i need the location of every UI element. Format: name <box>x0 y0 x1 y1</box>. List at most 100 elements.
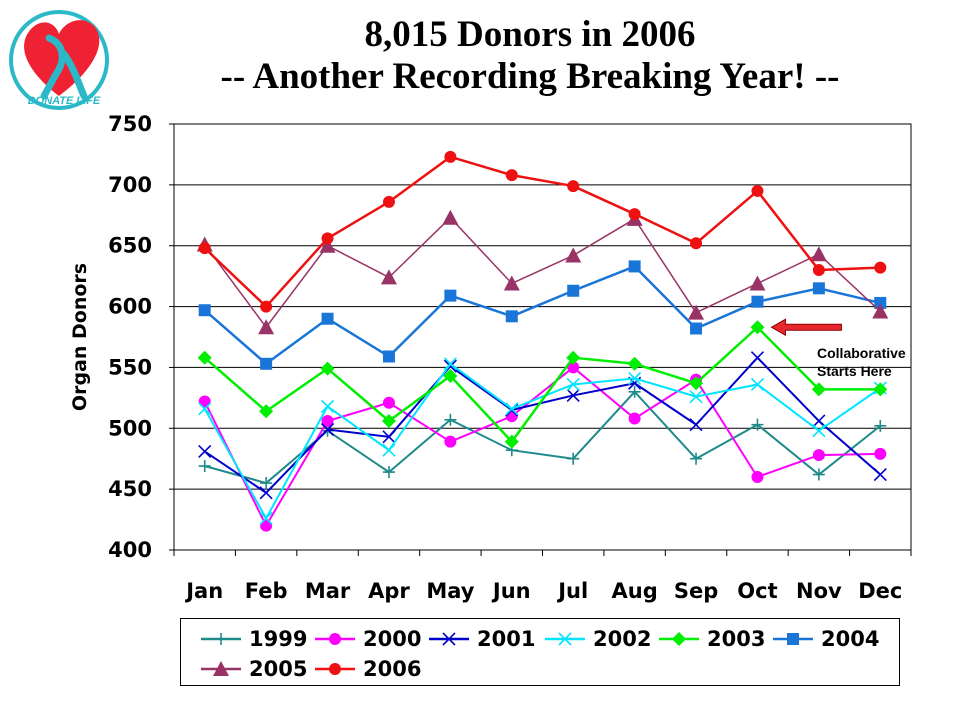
data-point <box>566 388 580 402</box>
y-tick-label: 750 <box>108 112 152 136</box>
data-point <box>198 444 212 458</box>
data-point <box>382 396 395 409</box>
data-point <box>444 435 457 448</box>
y-tick-label: 650 <box>108 234 152 258</box>
data-point <box>259 511 273 525</box>
legend-swatch <box>659 632 699 646</box>
data-point <box>628 385 641 398</box>
annotation-line-2: Starts Here <box>817 363 892 379</box>
data-point <box>382 466 395 479</box>
data-point <box>321 414 334 427</box>
data-point <box>812 449 825 462</box>
series-line <box>203 366 881 527</box>
legend-item-2006: 2006 <box>313 655 421 683</box>
data-point <box>444 413 457 426</box>
legend-label: 2002 <box>593 627 652 651</box>
legend-item-2004: 2004 <box>771 625 879 653</box>
data-point <box>505 169 518 182</box>
data-point <box>690 452 703 465</box>
series-line <box>204 356 881 494</box>
data-point <box>750 377 765 392</box>
data-point <box>812 264 825 277</box>
legend-item-2003: 2003 <box>657 625 765 653</box>
data-point <box>874 261 887 274</box>
x-tick-label: Jan <box>184 579 223 603</box>
data-point <box>442 209 459 225</box>
data-point <box>382 350 395 363</box>
donate-life-logo: DONATE LIFE <box>9 10 109 110</box>
data-point <box>198 460 211 473</box>
y-tick-label: 400 <box>108 538 152 562</box>
data-point <box>443 357 457 371</box>
data-point <box>198 402 212 416</box>
data-point <box>382 430 396 444</box>
data-point <box>505 310 518 323</box>
legend-label: 2003 <box>707 627 766 651</box>
data-point <box>198 395 211 408</box>
data-point <box>628 412 641 425</box>
data-point <box>197 350 212 365</box>
chart-title: 8,015 Donors in 2006 -- Another Recordin… <box>150 14 910 98</box>
legend-swatch <box>429 632 469 646</box>
series-2005 <box>196 209 889 335</box>
data-point <box>812 414 826 428</box>
data-point <box>381 413 396 428</box>
data-point <box>567 284 580 297</box>
data-point <box>751 418 764 431</box>
data-point <box>689 418 703 432</box>
data-point <box>566 377 580 392</box>
x-tick-label: Dec <box>858 579 902 603</box>
data-point <box>320 399 335 413</box>
collaborative-annotation: Collaborative Starts Here <box>817 344 906 380</box>
data-point <box>259 486 273 500</box>
data-point <box>320 361 335 376</box>
series-layer <box>196 150 889 532</box>
data-point <box>260 519 273 532</box>
data-point <box>628 371 642 385</box>
data-point <box>873 382 888 397</box>
data-point <box>504 434 519 449</box>
data-point <box>812 468 825 481</box>
data-point <box>688 304 705 320</box>
data-point <box>444 150 457 163</box>
data-point <box>689 376 704 391</box>
legend-item-2005: 2005 <box>199 655 307 683</box>
annotation-layer <box>770 318 842 337</box>
annotation-arrow <box>770 318 842 337</box>
series-2006 <box>198 150 887 313</box>
x-tick-label: May <box>426 579 474 603</box>
y-axis-label: Organ Donors <box>69 263 91 411</box>
data-point <box>873 467 887 482</box>
legend-swatch <box>545 632 585 646</box>
legend-item-2001: 2001 <box>427 625 535 653</box>
title-line-1: 8,015 Donors in 2006 <box>364 14 696 55</box>
annotation-line-1: Collaborative <box>817 345 906 361</box>
y-tick-label: 450 <box>108 477 152 501</box>
series-line <box>203 362 881 520</box>
legend-label: 2004 <box>821 627 880 651</box>
data-point <box>627 356 642 371</box>
y-tick-label: 700 <box>108 173 152 197</box>
data-point <box>198 242 211 255</box>
series-2000 <box>198 361 887 532</box>
data-point <box>751 295 764 308</box>
x-tick-label: Sep <box>674 579 718 603</box>
y-tick-label: 500 <box>108 416 152 440</box>
data-point <box>382 195 395 208</box>
legend-swatch <box>315 663 355 675</box>
legend-label: 1999 <box>249 627 308 651</box>
legend-swatch <box>773 633 813 645</box>
chart-legend: 1999 2000 2001 2002 2003 2004 2005 2006 <box>180 618 900 686</box>
logo-text: DONATE LIFE <box>28 95 101 107</box>
data-point <box>690 322 703 335</box>
data-point <box>505 402 519 416</box>
data-point <box>260 477 273 490</box>
title-line-2: -- Another Recording Breaking Year! -- <box>220 56 840 97</box>
data-point <box>321 312 334 325</box>
legend-swatch <box>201 633 241 645</box>
data-point <box>628 208 641 221</box>
x-tick-label: Jul <box>556 579 588 603</box>
ribbon-icon <box>40 34 88 100</box>
axes: 400 450 500 550 600 650 700 750 Jan Feb Mar Apr May J… <box>69 112 912 603</box>
legend-swatch <box>315 633 355 645</box>
